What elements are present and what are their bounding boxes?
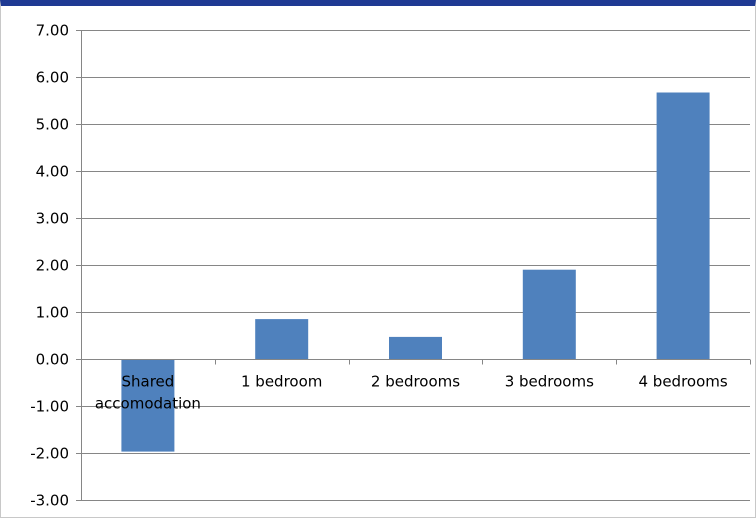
y-tick-labels: -3.00 -2.00 -1.00 0.00 1.00 2.00 3.00 4.00 5.00 6… — [30, 22, 69, 510]
bar — [389, 336, 442, 359]
bar — [121, 359, 175, 452]
category-label: 3 bedrooms — [505, 373, 594, 391]
bars — [121, 92, 710, 452]
y-tick-label: -2.00 — [30, 445, 69, 463]
y-tick-label: 1.00 — [36, 304, 69, 322]
y-tick-label: 7.00 — [36, 22, 69, 40]
y-tick-label: 2.00 — [36, 257, 69, 275]
gridlines — [76, 30, 750, 501]
category-label-line: accomodation — [95, 395, 201, 413]
axes — [81, 30, 751, 500]
category-labels: Shared accomodation 1 bedroom 2 bedrooms 3 b… — [95, 373, 728, 413]
y-tick-label: 0.00 — [36, 351, 69, 369]
y-tick-label: 4.00 — [36, 163, 69, 181]
category-label-line: 4 bedrooms — [638, 373, 727, 391]
category-label-line: 1 bedroom — [241, 373, 322, 391]
category-label: 2 bedrooms — [371, 373, 460, 391]
y-tick-label: -1.00 — [30, 398, 69, 416]
category-label: Shared accomodation — [95, 373, 201, 413]
y-tick-label: 3.00 — [36, 210, 69, 228]
bar — [522, 269, 576, 359]
category-label-line: 2 bedrooms — [371, 373, 460, 391]
category-label: 1 bedroom — [241, 373, 322, 391]
y-tick-label: 5.00 — [36, 116, 69, 134]
bar-chart: -3.00 -2.00 -1.00 0.00 1.00 2.00 3.00 4.00 5.00 6… — [30, 22, 751, 510]
y-tick-label: -3.00 — [30, 492, 69, 510]
y-tick-label: 6.00 — [36, 69, 69, 87]
bar — [656, 92, 710, 359]
category-label-line: 3 bedrooms — [505, 373, 594, 391]
category-label: 4 bedrooms — [638, 373, 727, 391]
bar — [255, 319, 309, 359]
category-label-line: Shared — [121, 373, 174, 391]
